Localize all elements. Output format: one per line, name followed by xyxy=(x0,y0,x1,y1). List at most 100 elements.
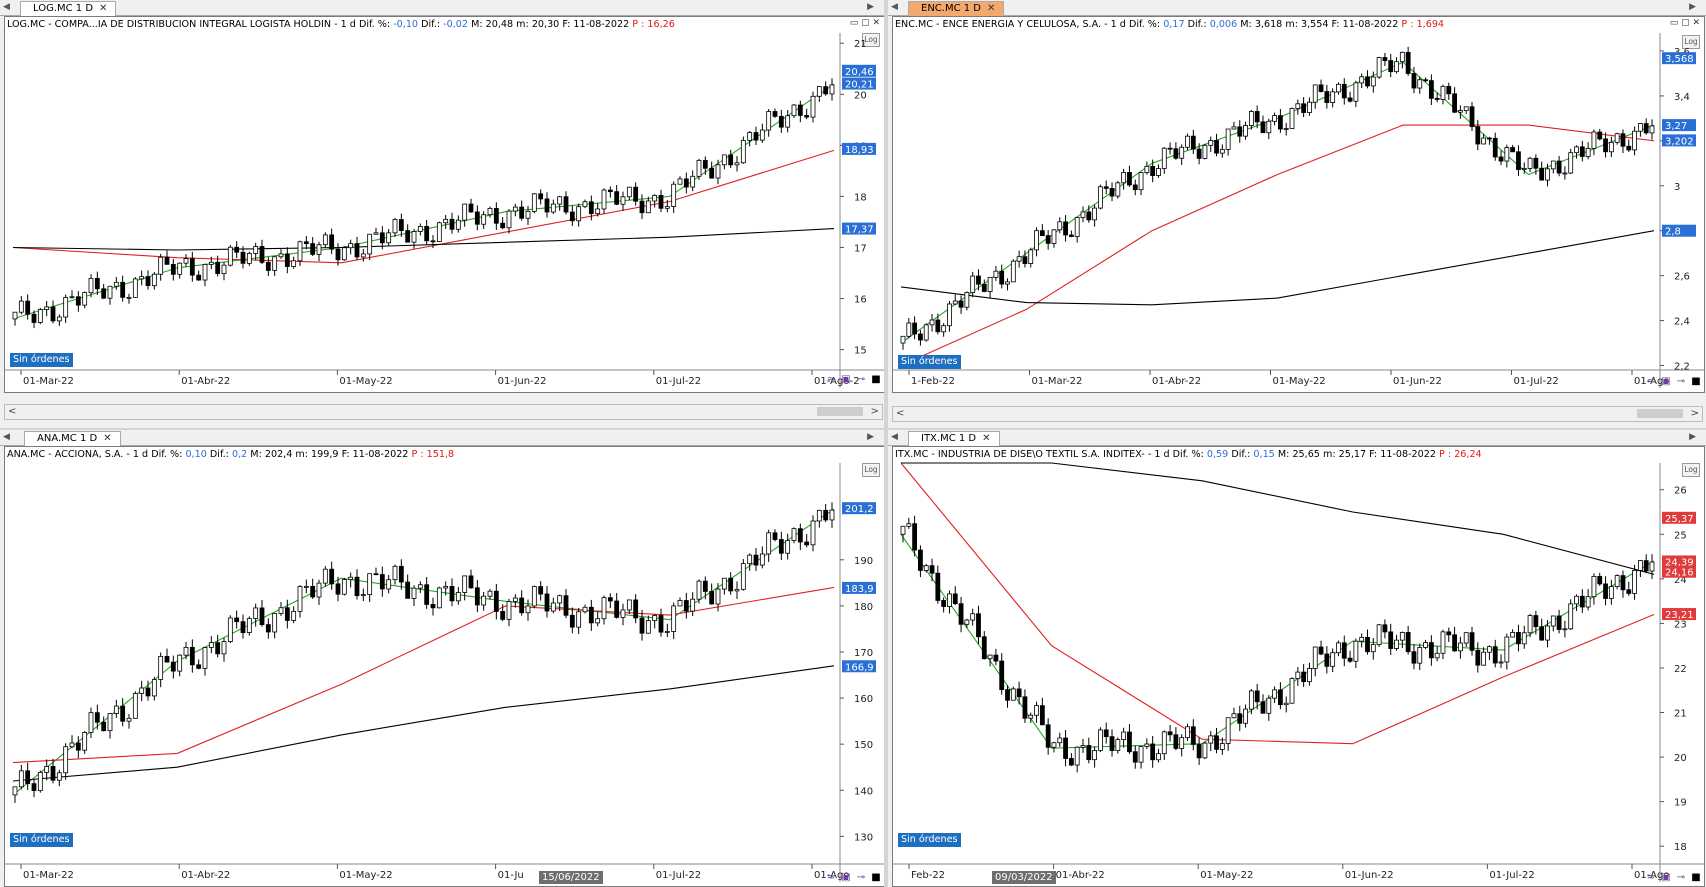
candle-body xyxy=(183,258,189,264)
candle-body xyxy=(614,191,620,205)
period: 1 d xyxy=(1154,449,1170,460)
max-value: 3,618 xyxy=(1254,19,1283,30)
candle-body xyxy=(1307,101,1312,113)
window-controls[interactable]: ▭ ▢ ✕ xyxy=(1669,18,1700,28)
candle-body xyxy=(601,597,607,620)
indicator-icon[interactable]: ≈ xyxy=(1646,376,1656,387)
save-icon[interactable]: ▣ xyxy=(1661,376,1671,387)
candle-body xyxy=(208,261,214,265)
candle-body xyxy=(1016,688,1022,698)
chart-area[interactable]: ENC.MC - ENCE ENERGIA Y CELULOSA, S.A. -… xyxy=(892,16,1705,393)
color-square-icon[interactable]: ■ xyxy=(1691,376,1701,387)
candle-body xyxy=(1637,560,1643,571)
candle-body xyxy=(1632,570,1637,594)
scroll-right-arrow-icon[interactable]: > xyxy=(870,406,879,417)
pin-icon[interactable]: ⊸ xyxy=(1676,376,1686,387)
color-square-icon[interactable]: ■ xyxy=(1691,872,1701,883)
chart-area[interactable]: ANA.MC - ACCIONA, S.A. - 1 d Dif. %: 0,1… xyxy=(4,446,885,887)
ma-short-line xyxy=(900,61,1655,344)
candle-body xyxy=(69,742,75,748)
ma-long-line xyxy=(901,462,1655,575)
cursor-date-label: 09/03/2022 xyxy=(992,871,1056,884)
candle-body xyxy=(677,600,683,607)
tab-log[interactable]: LOG.MC 1 D ✕ xyxy=(20,1,117,16)
candle-body xyxy=(1533,157,1539,169)
color-square-icon[interactable]: ■ xyxy=(871,374,881,385)
scroll-thumb[interactable] xyxy=(1637,409,1683,418)
indicator-icon[interactable]: ≈ xyxy=(826,374,836,385)
close-icon[interactable]: ✕ xyxy=(99,3,108,14)
candle-body xyxy=(595,208,601,215)
pin-icon[interactable]: ⊸ xyxy=(1676,872,1686,883)
candle-body xyxy=(1370,76,1376,87)
dif-pct-value: 0,10 xyxy=(185,449,207,460)
candle-body xyxy=(993,270,999,278)
save-icon[interactable]: ▣ xyxy=(841,374,851,385)
candle-body xyxy=(1620,575,1626,591)
vertical-splitter[interactable] xyxy=(884,0,888,887)
pin-icon[interactable]: ⊸ xyxy=(856,872,866,883)
candle-body xyxy=(1074,217,1080,237)
log-scale-button[interactable]: Log xyxy=(1682,463,1700,477)
chart-area[interactable]: LOG.MC - COMPA...IA DE DISTRIBUCION INTE… xyxy=(4,16,885,393)
log-scale-button[interactable]: Log xyxy=(862,33,880,47)
tab-enc[interactable]: ENC.MC 1 D ✕ xyxy=(908,1,1005,16)
tab-scroll-right-icon[interactable]: ▶ xyxy=(1689,2,1696,12)
no-orders-badge: Sin órdenes xyxy=(898,833,961,847)
tab-itx[interactable]: ITX.MC 1 D ✕ xyxy=(908,431,1000,446)
scroll-thumb[interactable] xyxy=(817,407,863,416)
candle-body xyxy=(1074,746,1080,766)
dif-pct-label: Dif. %: xyxy=(151,449,183,460)
tab-scroll-right-icon[interactable]: ▶ xyxy=(867,2,874,12)
candle-body xyxy=(1301,103,1307,113)
candle-body xyxy=(531,193,537,212)
horizontal-splitter[interactable] xyxy=(0,428,1706,430)
scroll-left-arrow-icon[interactable]: < xyxy=(8,406,17,417)
tab-scroll-left-icon[interactable]: ◀ xyxy=(891,432,898,442)
tab-scroll-left-icon[interactable]: ◀ xyxy=(3,2,10,12)
candle-body xyxy=(1388,631,1394,649)
pin-icon[interactable]: ⊸ xyxy=(856,374,866,385)
candle-body xyxy=(1312,84,1318,103)
candle-body xyxy=(88,277,94,294)
tab-scroll-right-icon[interactable]: ▶ xyxy=(1689,432,1696,442)
chart-area[interactable]: ITX.MC - INDUSTRIA DE DISE\O TEXTIL S.A.… xyxy=(892,446,1705,887)
log-scale-button[interactable]: Log xyxy=(862,463,880,477)
candle-body xyxy=(265,624,271,633)
candle-body xyxy=(94,712,100,723)
candle-body xyxy=(1243,125,1248,137)
candle-body xyxy=(734,162,740,166)
window-controls[interactable]: ▭ ▢ ✕ xyxy=(849,18,880,28)
close-icon[interactable]: ✕ xyxy=(987,3,996,14)
close-icon[interactable]: ✕ xyxy=(103,433,112,444)
color-square-icon[interactable]: ■ xyxy=(871,872,881,883)
candle-body xyxy=(246,253,252,264)
tab-scroll-right-icon[interactable]: ▶ xyxy=(867,432,874,442)
candle-body xyxy=(683,600,689,612)
candle-body xyxy=(1092,750,1098,761)
candle-body xyxy=(1231,126,1237,130)
candle-body xyxy=(386,232,392,244)
save-icon[interactable]: ▣ xyxy=(1661,872,1671,883)
indicator-icon[interactable]: ≈ xyxy=(1646,872,1656,883)
save-icon[interactable]: ▣ xyxy=(841,872,851,883)
candle-body xyxy=(935,319,941,333)
x-tick-label: 01-Abr-22 xyxy=(181,870,230,881)
candle-body xyxy=(1487,646,1492,653)
tab-ana[interactable]: ANA.MC 1 D ✕ xyxy=(24,431,121,446)
horizontal-scrollbar[interactable]: < > xyxy=(892,406,1703,422)
close-icon[interactable]: ✕ xyxy=(982,433,991,444)
candle-body xyxy=(417,584,423,589)
tab-scroll-left-icon[interactable]: ◀ xyxy=(3,432,10,442)
candle-body xyxy=(929,565,935,574)
horizontal-scrollbar[interactable]: < > xyxy=(4,404,883,420)
scroll-left-arrow-icon[interactable]: < xyxy=(896,408,905,419)
scroll-right-arrow-icon[interactable]: > xyxy=(1690,408,1699,419)
tab-scroll-left-icon[interactable]: ◀ xyxy=(891,2,898,12)
log-scale-button[interactable]: Log xyxy=(1682,35,1700,49)
indicator-icon[interactable]: ≈ xyxy=(826,872,836,883)
candle-body xyxy=(240,251,246,264)
candle-body xyxy=(215,261,221,274)
price-label-box xyxy=(842,77,876,90)
candle-body xyxy=(234,246,240,253)
